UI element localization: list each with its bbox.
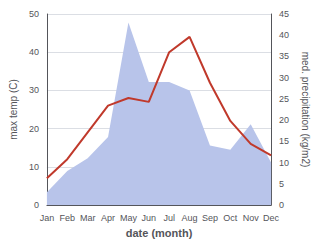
svg-text:15: 15: [279, 136, 289, 146]
svg-text:25: 25: [279, 94, 289, 104]
svg-text:10: 10: [29, 162, 39, 172]
svg-text:Jul: Jul: [163, 213, 175, 223]
svg-text:Jun: Jun: [142, 213, 157, 223]
svg-text:50: 50: [29, 9, 39, 19]
svg-text:May: May: [120, 213, 138, 223]
svg-text:5: 5: [279, 179, 284, 189]
svg-text:Mar: Mar: [80, 213, 96, 223]
svg-text:45: 45: [279, 9, 289, 19]
svg-text:Jan: Jan: [40, 213, 55, 223]
svg-text:Nov: Nov: [243, 213, 260, 223]
svg-text:30: 30: [29, 85, 39, 95]
svg-text:Sep: Sep: [202, 213, 218, 223]
svg-text:max temp (C): max temp (C): [8, 79, 19, 140]
svg-text:Oct: Oct: [223, 213, 238, 223]
svg-text:30: 30: [279, 73, 289, 83]
svg-text:20: 20: [279, 115, 289, 125]
svg-text:Apr: Apr: [101, 213, 115, 223]
svg-text:40: 40: [279, 30, 289, 40]
svg-text:Dec: Dec: [263, 213, 280, 223]
svg-text:20: 20: [29, 124, 39, 134]
svg-text:35: 35: [279, 51, 289, 61]
svg-text:Aug: Aug: [182, 213, 198, 223]
svg-text:10: 10: [279, 158, 289, 168]
svg-text:0: 0: [279, 200, 284, 210]
svg-text:med. precipitation (kg/m2): med. precipitation (kg/m2): [300, 52, 311, 168]
svg-text:Feb: Feb: [60, 213, 76, 223]
svg-text:40: 40: [29, 47, 39, 57]
svg-text:date (month): date (month): [126, 227, 193, 239]
svg-text:0: 0: [34, 200, 39, 210]
